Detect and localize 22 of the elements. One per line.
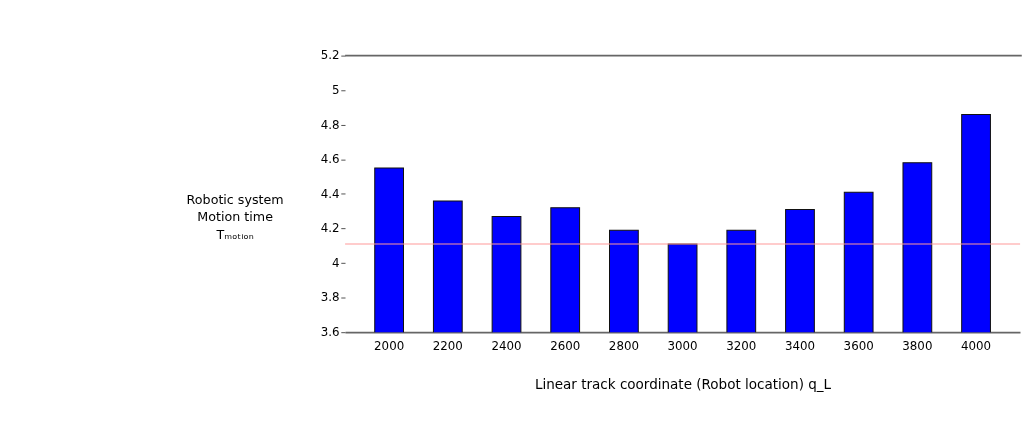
y-tick-label: 5 xyxy=(332,83,340,98)
x-tick-label: 2800 xyxy=(608,339,639,354)
x-tick-label: 3800 xyxy=(902,339,933,354)
x-axis-title: Linear track coordinate (Robot location) q_L xyxy=(534,376,832,393)
x-tick-label: 3400 xyxy=(784,339,816,354)
y-tick-label: 4 xyxy=(332,255,340,270)
y-tick-label: 3.6 xyxy=(320,325,340,340)
x-tick-label: 2000 xyxy=(374,339,405,354)
x-tick-label: 2600 xyxy=(550,339,581,354)
y-tick-label: 3.8 xyxy=(320,290,340,305)
x-tick-label: 2400 xyxy=(491,339,522,354)
y-tick-label: 4.6 xyxy=(320,152,340,167)
x-tick-label: 3200 xyxy=(726,339,757,354)
x-tick-label: 4000 xyxy=(961,339,992,354)
x-tick-label: 2200 xyxy=(432,339,463,354)
x-tick-label: 3600 xyxy=(843,339,874,354)
y-axis-title: Robotic system Motion time Tₘₒₜᵢₒₙ xyxy=(186,191,284,243)
y-tick-label: 5.2 xyxy=(320,48,340,63)
y-tick-label: 4.8 xyxy=(320,117,340,132)
x-tick-label: 3000 xyxy=(667,339,698,354)
y-tick-label: 4.2 xyxy=(320,221,340,236)
y-tick-label: 4.4 xyxy=(320,186,340,201)
